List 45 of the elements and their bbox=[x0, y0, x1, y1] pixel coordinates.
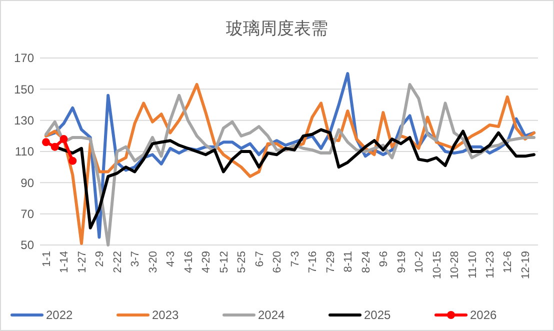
legend-label: 2023 bbox=[152, 308, 180, 322]
chart-title: 玻璃周度表需 bbox=[226, 19, 328, 38]
point bbox=[68, 156, 77, 165]
legend-label: 2025 bbox=[364, 308, 392, 322]
x-tick-label: 12-6 bbox=[502, 251, 514, 274]
x-tick-label: 6-7 bbox=[254, 251, 266, 267]
x-tick-label: 1-27 bbox=[76, 251, 88, 274]
x-tick-label: 8-11 bbox=[342, 251, 355, 272]
y-tick-label: 50 bbox=[20, 238, 34, 252]
point bbox=[60, 135, 68, 144]
x-tick-label: 11-10 bbox=[466, 251, 479, 278]
y-tick-label: 70 bbox=[20, 207, 34, 222]
x-tick-label: 4-16 bbox=[182, 251, 195, 274]
x-tick-label: 4-3 bbox=[165, 251, 178, 267]
x-tick-label: 8-24 bbox=[360, 251, 372, 274]
x-tick-label: 1-1 bbox=[40, 251, 53, 267]
y-tick-label: 130 bbox=[14, 114, 34, 128]
x-tick-label: 10-28 bbox=[448, 251, 461, 280]
x-tick-label: 7-3 bbox=[289, 251, 302, 267]
x-tick-label: 7-29 bbox=[324, 251, 337, 274]
x-tick-label: 9-19 bbox=[396, 251, 408, 274]
y-tick-label: 110 bbox=[14, 144, 34, 159]
legend-label: 2022 bbox=[46, 308, 74, 322]
x-tick-label: 2-9 bbox=[94, 251, 106, 267]
x-tick-label: 4-29 bbox=[200, 251, 213, 274]
x-tick-label: 11-23 bbox=[484, 251, 496, 278]
x-tick-label: 5-12 bbox=[218, 251, 230, 274]
x-tick-label: 10-15 bbox=[431, 251, 444, 280]
x-tick-label: 2-22 bbox=[112, 251, 124, 274]
y-tick-label: 90 bbox=[20, 176, 34, 190]
x-tick-label: 7-16 bbox=[307, 251, 320, 274]
y-tick-label: 170 bbox=[14, 51, 34, 66]
legend-label: 2026 bbox=[470, 308, 498, 322]
x-tick-label: 9-6 bbox=[378, 251, 390, 267]
x-tick-label: 3-7 bbox=[130, 251, 142, 267]
x-tick-label: 12-19 bbox=[520, 251, 532, 280]
point bbox=[42, 138, 50, 146]
legend-label: 2024 bbox=[258, 308, 286, 322]
y-tick-label: 150 bbox=[14, 82, 34, 96]
x-tick-label: 1-14 bbox=[58, 251, 71, 274]
x-tick-label: 10-2 bbox=[414, 251, 426, 274]
point bbox=[50, 142, 59, 151]
x-tick-label: 5-25 bbox=[236, 251, 248, 274]
x-tick-label: 6-20 bbox=[272, 251, 284, 274]
x-tick-label: 3-20 bbox=[147, 251, 160, 274]
